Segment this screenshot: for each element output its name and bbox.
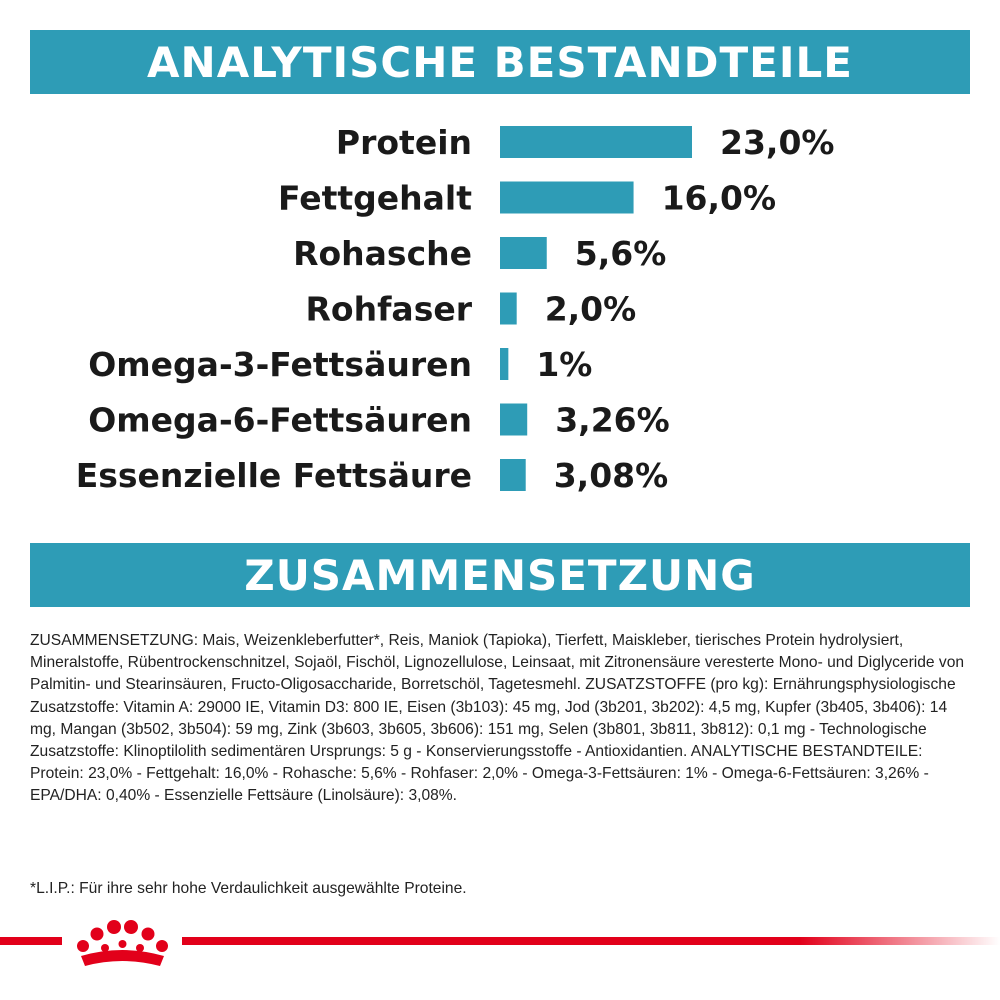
category-label: Omega-3-Fettsäuren	[88, 345, 472, 384]
bar	[500, 237, 547, 269]
bar	[500, 181, 634, 214]
header-banner: ANALYTISCHE BESTANDTEILE	[30, 30, 970, 94]
bar	[500, 459, 526, 491]
bar	[500, 403, 528, 436]
category-label: Essenzielle Fettsäure	[76, 456, 472, 495]
composition-banner: ZUSAMMENSETZUNG	[30, 543, 970, 607]
brand-footer-line	[0, 937, 1000, 945]
bar	[500, 348, 509, 380]
category-label: Rohfaser	[306, 290, 473, 329]
category-label: Fettgehalt	[278, 179, 472, 218]
value-label: 5,6%	[575, 234, 667, 273]
footnote: *L.I.P.: Für ihre sehr hohe Verdaulichke…	[30, 880, 467, 897]
nutrient-bar-chart: Protein 23,0% Fettgehalt 16,0% Rohasche 5,6% R…	[76, 123, 835, 495]
header-title: ANALYTISCHE BESTANDTEILE	[147, 37, 853, 87]
category-label: Omega-6-Fettsäuren	[88, 401, 472, 440]
composition-title: ZUSAMMENSETZUNG	[244, 550, 756, 600]
bar	[500, 126, 692, 158]
bar	[500, 292, 517, 325]
composition-paragraph: ZUSAMMENSETZUNG: Mais, Weizenkleberfutte…	[30, 632, 965, 805]
value-label: 23,0%	[720, 123, 835, 162]
value-label: 3,26%	[555, 401, 670, 440]
value-label: 2,0%	[545, 290, 637, 329]
royal-canin-logo	[62, 914, 182, 974]
value-label: 3,08%	[554, 456, 669, 495]
composition-text: ZUSAMMENSETZUNG: Mais, Weizenkleberfutte…	[30, 630, 970, 808]
value-label: 1%	[536, 345, 592, 384]
category-label: Protein	[336, 123, 472, 162]
category-label: Rohasche	[293, 234, 472, 273]
value-label: 16,0%	[662, 179, 777, 218]
crown-icon	[77, 920, 168, 966]
